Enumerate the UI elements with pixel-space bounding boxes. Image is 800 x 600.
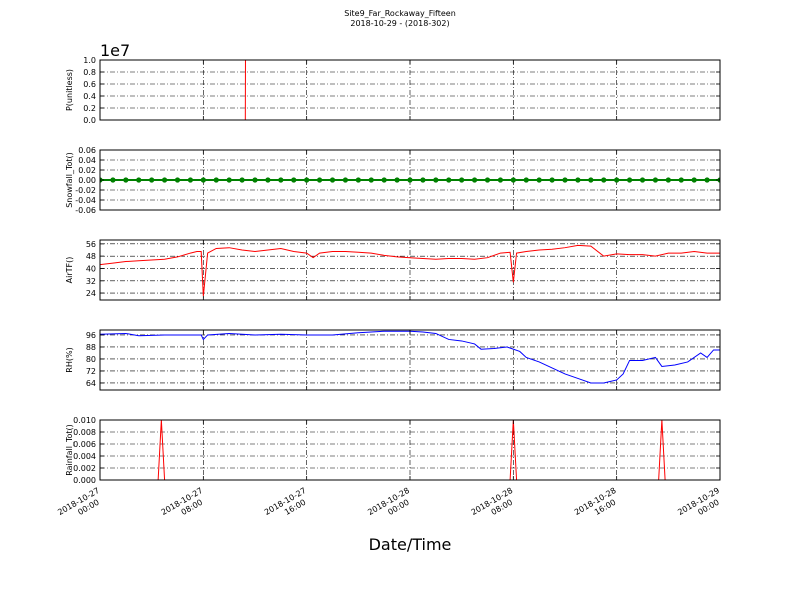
y-axis-label: AirTF() — [65, 257, 74, 284]
y-tick-label: 0.02 — [78, 166, 96, 175]
data-point — [678, 177, 684, 183]
data-point — [123, 177, 129, 183]
y-tick-label: 0.2 — [83, 104, 96, 113]
data-point — [265, 177, 271, 183]
data-point — [497, 177, 504, 183]
data-point — [174, 177, 181, 183]
data-point — [523, 177, 529, 183]
y-tick-label: 0.0 — [83, 116, 96, 125]
plot-area — [100, 420, 720, 480]
data-point — [239, 177, 245, 183]
figure-subtitle: 2018-10-29 - (2018-302) — [350, 19, 449, 28]
y-tick-label: 0.008 — [73, 428, 96, 437]
data-point — [329, 177, 336, 183]
data-point — [588, 177, 594, 183]
y-tick-label: -0.04 — [75, 196, 96, 205]
y-tick-label: -0.06 — [75, 206, 96, 215]
data-point — [704, 177, 710, 183]
plot-area — [100, 244, 720, 297]
data-point — [110, 177, 116, 183]
data-point — [136, 177, 142, 183]
data-point — [291, 177, 297, 183]
y-axis-label: P(unitless) — [65, 69, 74, 111]
figure-title: Site9_Far_Rockaway_Fifteen — [344, 9, 456, 18]
offset-label: 1e7 — [100, 41, 130, 60]
data-point — [187, 177, 194, 183]
data-point — [381, 177, 387, 183]
y-axis-label: Rainfall_Tot() — [65, 424, 74, 476]
data-point — [601, 177, 607, 183]
y-tick-label: 0.6 — [83, 80, 96, 89]
data-point — [549, 177, 555, 183]
x-axis-label: Date/Time — [369, 535, 452, 554]
data-point — [252, 177, 258, 183]
y-tick-label: 88 — [86, 343, 96, 352]
data-point — [278, 177, 284, 183]
y-tick-label: 96 — [86, 331, 96, 340]
data-point — [316, 177, 323, 183]
y-tick-label: 0.06 — [78, 146, 96, 155]
series-line — [100, 244, 720, 297]
data-point — [161, 177, 168, 183]
y-tick-label: 48 — [86, 252, 96, 261]
data-point — [484, 177, 491, 183]
data-point — [213, 177, 219, 183]
data-point — [394, 177, 400, 183]
data-point — [226, 177, 232, 183]
y-tick-label: 1.0 — [83, 56, 96, 65]
y-tick-label: 0.4 — [83, 92, 96, 101]
y-tick-label: 0.8 — [83, 68, 96, 77]
data-point — [665, 177, 671, 183]
y-tick-label: 56 — [86, 240, 96, 249]
data-point — [536, 177, 542, 183]
data-point — [459, 177, 465, 183]
y-tick-label: 0.00 — [78, 176, 96, 185]
data-point — [562, 177, 568, 183]
data-point — [420, 177, 426, 183]
y-tick-label: 40 — [86, 264, 96, 273]
data-point — [510, 177, 516, 183]
data-point — [200, 177, 206, 183]
data-point — [652, 177, 659, 183]
data-point — [471, 177, 478, 183]
y-tick-label: -0.02 — [75, 186, 96, 195]
data-point — [355, 177, 361, 183]
data-point — [626, 177, 633, 183]
data-point — [691, 177, 697, 183]
data-point — [407, 177, 413, 183]
data-point — [368, 177, 374, 183]
y-tick-label: 0.006 — [73, 440, 96, 449]
y-axis-label: RH(%) — [65, 347, 74, 372]
y-tick-label: 0.010 — [73, 416, 96, 425]
data-point — [639, 177, 646, 183]
data-point — [342, 177, 349, 183]
data-point — [446, 177, 452, 183]
y-tick-label: 32 — [86, 277, 96, 286]
data-point — [149, 177, 155, 183]
data-point — [304, 177, 310, 183]
data-point — [433, 177, 439, 183]
data-point — [575, 177, 581, 183]
y-axis-label: Snowfall_Tot() — [65, 152, 74, 208]
y-tick-label: 0.002 — [73, 464, 96, 473]
y-tick-label: 0.000 — [73, 476, 96, 485]
series-line — [100, 420, 720, 480]
plot-area — [100, 177, 720, 183]
series-line — [100, 330, 720, 384]
y-tick-label: 0.04 — [78, 156, 96, 165]
plot-area — [100, 330, 720, 384]
data-point — [614, 177, 620, 183]
y-tick-label: 0.004 — [73, 452, 96, 461]
y-tick-label: 64 — [86, 379, 96, 388]
y-tick-label: 24 — [86, 289, 96, 298]
y-tick-label: 72 — [86, 367, 96, 376]
y-tick-label: 80 — [86, 355, 96, 364]
